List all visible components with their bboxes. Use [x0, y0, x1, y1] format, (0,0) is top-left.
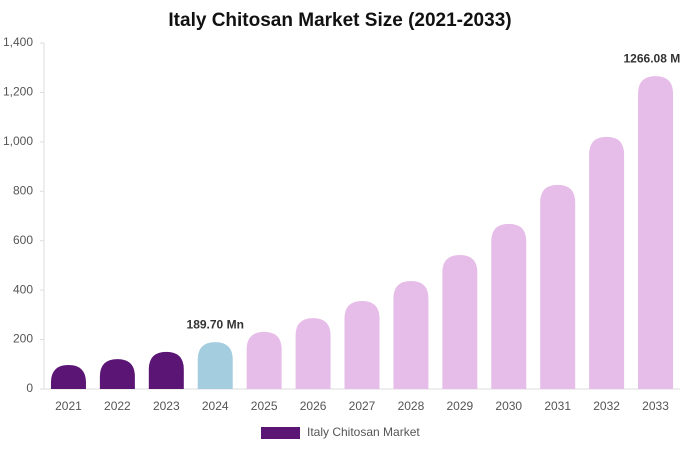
chart-title: Italy Chitosan Market Size (2021-2033)	[168, 10, 511, 31]
bar	[442, 255, 478, 389]
x-tick-label: 2029	[446, 399, 473, 413]
bar	[50, 365, 86, 389]
x-tick-label: 2030	[495, 399, 522, 413]
x-tick-label: 2024	[202, 399, 229, 413]
y-tick-label: 1,000	[3, 134, 33, 148]
y-tick-label: 1,400	[3, 35, 33, 49]
x-tick-label: 2022	[104, 399, 131, 413]
y-tick-label: 0	[26, 381, 33, 395]
bar	[589, 136, 625, 389]
value-label: 1266.08 Mn	[624, 51, 680, 65]
bar	[638, 76, 674, 389]
y-tick-label: 1,200	[3, 85, 33, 99]
y-tick-label: 400	[13, 282, 33, 296]
x-tick-label: 2031	[544, 399, 571, 413]
bar	[148, 351, 184, 389]
x-tick-label: 2033	[642, 399, 669, 413]
legend-label: Italy Chitosan Market	[307, 425, 420, 439]
x-tick-label: 2028	[398, 399, 425, 413]
x-tick-label: 2025	[251, 399, 278, 413]
y-tick-label: 600	[13, 233, 33, 247]
x-tick-label: 2027	[349, 399, 376, 413]
bar	[540, 184, 576, 389]
bar	[393, 280, 429, 389]
value-label: 189.70 Mn	[187, 317, 244, 331]
x-tick-label: 2032	[593, 399, 620, 413]
bar	[491, 223, 527, 389]
legend-swatch	[261, 427, 300, 439]
y-tick-label: 800	[13, 183, 33, 197]
x-tick-label: 2026	[300, 399, 327, 413]
bar	[246, 331, 282, 389]
x-tick-label: 2023	[153, 399, 180, 413]
x-tick-label: 2021	[55, 399, 82, 413]
bar	[344, 301, 380, 389]
bar	[197, 342, 233, 389]
y-tick-label: 200	[13, 332, 33, 346]
bar	[295, 318, 331, 389]
bar	[99, 359, 135, 389]
